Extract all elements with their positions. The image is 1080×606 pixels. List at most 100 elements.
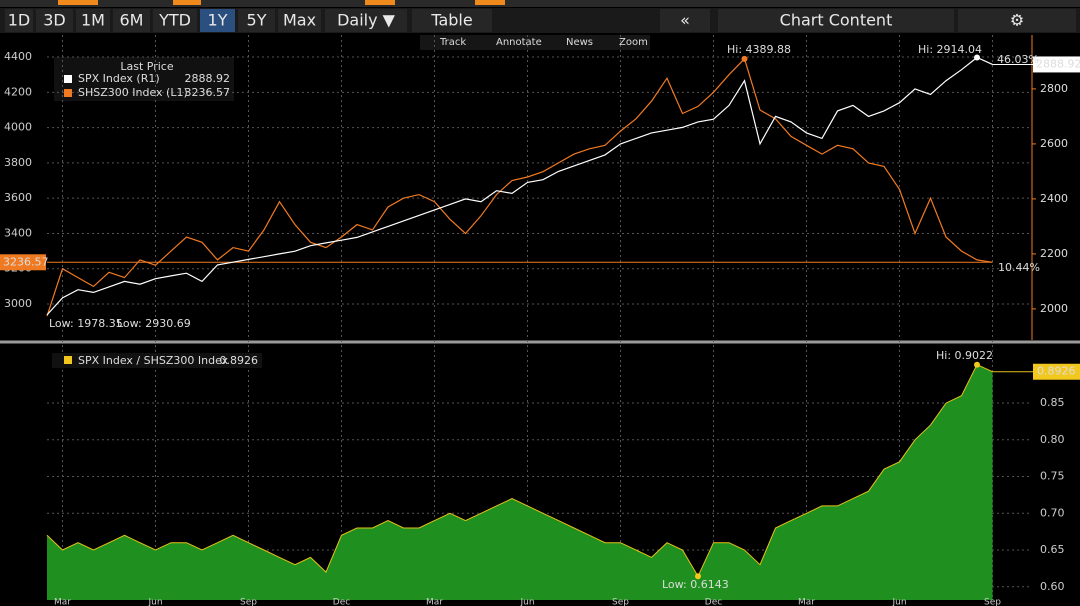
legend-value: 3236.57: [185, 86, 231, 99]
hi-marker: [741, 55, 748, 62]
y-tick-label: 3800: [4, 156, 32, 169]
toolbar-button[interactable]: [153, 9, 197, 32]
x-tick-label: Mar: [54, 598, 71, 606]
line-series: [46, 57, 993, 317]
legend-box: [54, 57, 234, 101]
toolbar-label[interactable]: 1D: [8, 11, 31, 30]
mini-toolbar: [420, 35, 650, 50]
annotation: Hi: 0.9022: [936, 349, 993, 362]
annotation: Low: 2930.69: [117, 317, 191, 330]
legend-box: [52, 353, 262, 368]
last-price-tag: [1033, 363, 1080, 380]
legend-title: Last Price: [120, 60, 173, 73]
x-tick-label: Jun: [891, 598, 906, 606]
y-tick-label: 4200: [4, 85, 32, 98]
toolbar-label[interactable]: Chart Content: [780, 11, 893, 30]
toolbar-label[interactable]: 5Y: [247, 11, 267, 30]
y-tick-label: 0.75: [1040, 470, 1065, 483]
line-series: [46, 56, 993, 316]
y2-tick-label: 2200: [1040, 247, 1068, 260]
toolbar-label[interactable]: Table: [430, 11, 472, 30]
x-tick-label: Sep: [984, 598, 1001, 606]
annotation: Low: 0.6143: [662, 578, 729, 591]
annotation: 10.44%: [998, 261, 1040, 274]
y2-tick-label: 2800: [1040, 82, 1068, 95]
mini-toolbar-item: News: [566, 37, 593, 48]
toolbar-button[interactable]: [325, 9, 407, 32]
toolbar-label[interactable]: Max: [283, 11, 316, 30]
toolbar-button[interactable]: [76, 9, 110, 32]
x-tick-label: Mar: [798, 598, 815, 606]
y-tick-label: 0.65: [1040, 543, 1065, 556]
y-tick-label: 3600: [4, 191, 32, 204]
y2-tick-label: 2400: [1040, 192, 1068, 205]
legend-entry: SHSZ300 Index (L1): [78, 86, 188, 99]
last-price-label: 0.8926: [1037, 365, 1076, 378]
y-tick-label: 0.70: [1040, 506, 1065, 519]
last-price-tag: [1033, 56, 1080, 73]
toolbar-button[interactable]: [238, 9, 275, 32]
y-tick-label: 3400: [4, 226, 32, 239]
toolbar-button[interactable]: [660, 9, 710, 32]
area-fill: [47, 364, 993, 600]
legend-swatch: [64, 75, 72, 83]
x-tick-label: Sep: [612, 598, 629, 606]
last-price-label: 2888.92: [1036, 57, 1080, 70]
mini-toolbar-item: Track: [439, 37, 466, 48]
y-tick-label: 4400: [4, 50, 32, 63]
toolbar-button[interactable]: [113, 9, 150, 32]
y-tick-label: 4000: [4, 121, 32, 134]
toolbar-label[interactable]: 1Y: [208, 11, 228, 30]
strip-box: [475, 0, 505, 5]
legend-entry: SPX Index / SHSZ300 Index: [78, 354, 229, 367]
strip-box: [58, 0, 98, 5]
area-line: [46, 364, 993, 578]
hi-marker: [974, 361, 980, 368]
toolbar-button[interactable]: [278, 9, 321, 32]
toolbar-button[interactable]: [200, 9, 235, 32]
y-tick-label: 0.60: [1040, 580, 1065, 593]
x-tick-label: Dec: [705, 598, 722, 606]
toolbar-button[interactable]: [36, 9, 73, 32]
hi-marker: [974, 54, 980, 61]
toolbar-label[interactable]: YTD: [158, 11, 191, 30]
x-tick-label: Dec: [333, 598, 350, 606]
legend-value: 0.8926: [220, 354, 259, 367]
last-price-tag: [0, 254, 46, 271]
low-marker: [695, 573, 701, 580]
last-price-label: 3236.57: [3, 255, 49, 268]
strip-box: [365, 0, 395, 5]
annotation: 46.03%: [997, 53, 1039, 66]
toolbar-button[interactable]: [718, 9, 954, 32]
toolbar-label[interactable]: ⚙: [1010, 11, 1024, 30]
top-strip: [0, 0, 1080, 7]
legend-swatch: [64, 356, 72, 364]
x-tick-label: Jun: [519, 598, 534, 606]
annotation: Hi: 2914.04: [918, 43, 982, 56]
x-tick-label: Jun: [147, 598, 162, 606]
legend-swatch: [64, 89, 72, 97]
legend-value: 2888.92: [185, 72, 231, 85]
toolbar-button[interactable]: [5, 9, 33, 32]
y2-tick-label: 2000: [1040, 302, 1068, 315]
toolbar-label[interactable]: Daily ▼: [337, 11, 396, 30]
legend-entry: SPX Index (R1): [78, 72, 160, 85]
toolbar-label[interactable]: 6M: [120, 11, 144, 30]
annotation: Hi: 4389.88: [727, 43, 791, 56]
toolbar-button[interactable]: [412, 9, 492, 32]
annotation: Low: 1978.35: [49, 317, 123, 330]
y2-tick-label: 2600: [1040, 137, 1068, 150]
mini-toolbar-item: Annotate: [496, 37, 542, 48]
toolbar-label[interactable]: 1M: [81, 11, 105, 30]
strip-box: [173, 0, 201, 5]
toolbar-label[interactable]: «: [680, 11, 690, 30]
y-tick-label: 0.85: [1040, 396, 1065, 409]
y-tick-label: 3000: [4, 297, 32, 310]
toolbar-button[interactable]: [958, 9, 1076, 32]
mini-toolbar-item: Zoom: [619, 37, 648, 48]
x-tick-label: Mar: [426, 598, 443, 606]
x-tick-label: Sep: [240, 598, 257, 606]
toolbar-label[interactable]: 3D: [43, 11, 66, 30]
y-tick-label: 0.80: [1040, 433, 1065, 446]
